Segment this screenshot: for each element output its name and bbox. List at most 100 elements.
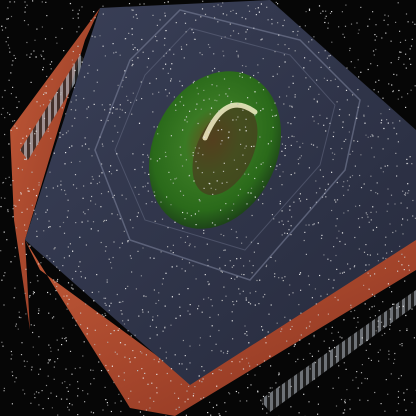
noise-speck <box>45 92 47 94</box>
noise-speck <box>81 221 83 223</box>
noise-speck <box>398 306 400 308</box>
noise-speck <box>399 41 402 43</box>
noise-speck <box>328 350 330 352</box>
noise-speck <box>311 39 313 41</box>
noise-speck <box>221 129 223 131</box>
noise-speck <box>328 347 330 349</box>
noise-speck <box>184 401 186 403</box>
noise-speck <box>203 89 205 91</box>
noise-speck <box>216 85 218 87</box>
noise-speck <box>238 392 240 394</box>
noise-speck <box>357 89 359 91</box>
noise-speck <box>220 143 222 145</box>
noise-speck <box>223 162 225 164</box>
noise-speck <box>358 248 360 250</box>
noise-speck <box>22 389 24 391</box>
noise-speck <box>108 309 110 311</box>
noise-speck <box>56 285 58 287</box>
noise-speck <box>26 208 28 210</box>
noise-speck <box>257 7 259 9</box>
noise-speck <box>382 148 384 150</box>
noise-speck <box>5 177 7 180</box>
noise-speck <box>209 335 211 337</box>
noise-speck <box>159 158 161 160</box>
noise-speck <box>35 213 37 215</box>
noise-speck <box>145 203 147 205</box>
noise-speck <box>72 63 74 65</box>
noise-speck <box>304 231 306 233</box>
noise-speck <box>383 19 385 21</box>
noise-speck <box>366 339 368 341</box>
noise-speck <box>37 312 40 314</box>
noise-speck <box>297 158 299 160</box>
noise-speck <box>164 326 166 328</box>
noise-speck <box>29 245 31 247</box>
noise-speck <box>222 352 225 354</box>
noise-speck <box>134 334 136 336</box>
noise-speck <box>359 174 361 177</box>
noise-speck <box>37 143 39 145</box>
noise-speck <box>22 137 24 139</box>
noise-speck <box>77 387 79 390</box>
noise-speck <box>339 272 341 274</box>
noise-speck <box>127 319 129 321</box>
noise-speck <box>207 281 209 283</box>
noise-speck <box>184 355 186 357</box>
noise-speck <box>137 250 139 252</box>
noise-speck <box>35 56 37 58</box>
noise-speck <box>121 86 123 88</box>
noise-speck <box>239 75 241 77</box>
noise-speck <box>289 328 292 330</box>
noise-speck <box>56 266 58 268</box>
noise-speck <box>368 264 370 266</box>
noise-speck <box>245 31 247 33</box>
noise-speck <box>33 50 35 52</box>
noise-speck <box>325 130 327 132</box>
noise-speck <box>374 39 376 41</box>
noise-speck <box>410 89 412 91</box>
noise-speck <box>220 5 222 7</box>
noise-speck <box>158 299 160 302</box>
noise-speck <box>323 77 325 79</box>
noise-speck <box>108 258 110 260</box>
noise-speck <box>342 412 344 414</box>
noise-speck <box>162 330 164 332</box>
noise-speck <box>257 391 259 393</box>
noise-speck <box>86 333 88 335</box>
noise-speck <box>145 354 147 356</box>
noise-speck <box>191 29 193 31</box>
noise-speck <box>41 1 43 3</box>
noise-speck <box>90 19 92 22</box>
noise-speck <box>203 187 205 189</box>
noise-speck <box>294 116 296 119</box>
noise-speck <box>2 156 4 158</box>
noise-speck <box>318 5 321 7</box>
noise-speck <box>405 13 408 15</box>
noise-speck <box>64 381 66 383</box>
noise-speck <box>132 350 134 352</box>
noise-speck <box>198 375 200 377</box>
noise-speck <box>385 32 387 34</box>
noise-speck <box>365 269 367 271</box>
noise-speck <box>26 157 28 159</box>
noise-speck <box>165 89 167 91</box>
noise-speck <box>290 385 292 388</box>
noise-speck <box>326 117 328 119</box>
noise-speck <box>408 269 410 271</box>
noise-speck <box>308 401 310 403</box>
noise-speck <box>399 343 401 346</box>
noise-speck <box>206 243 208 245</box>
noise-speck <box>372 11 374 13</box>
noise-speck <box>395 21 397 23</box>
noise-speck <box>377 253 379 255</box>
noise-speck <box>370 63 372 65</box>
noise-speck <box>386 210 388 212</box>
noise-speck <box>184 13 186 15</box>
noise-speck <box>324 17 326 19</box>
noise-speck <box>163 44 166 46</box>
noise-speck <box>37 280 39 282</box>
noise-speck <box>36 28 38 30</box>
noise-speck <box>132 44 134 46</box>
noise-speck <box>0 250 2 252</box>
noise-speck <box>176 265 178 267</box>
